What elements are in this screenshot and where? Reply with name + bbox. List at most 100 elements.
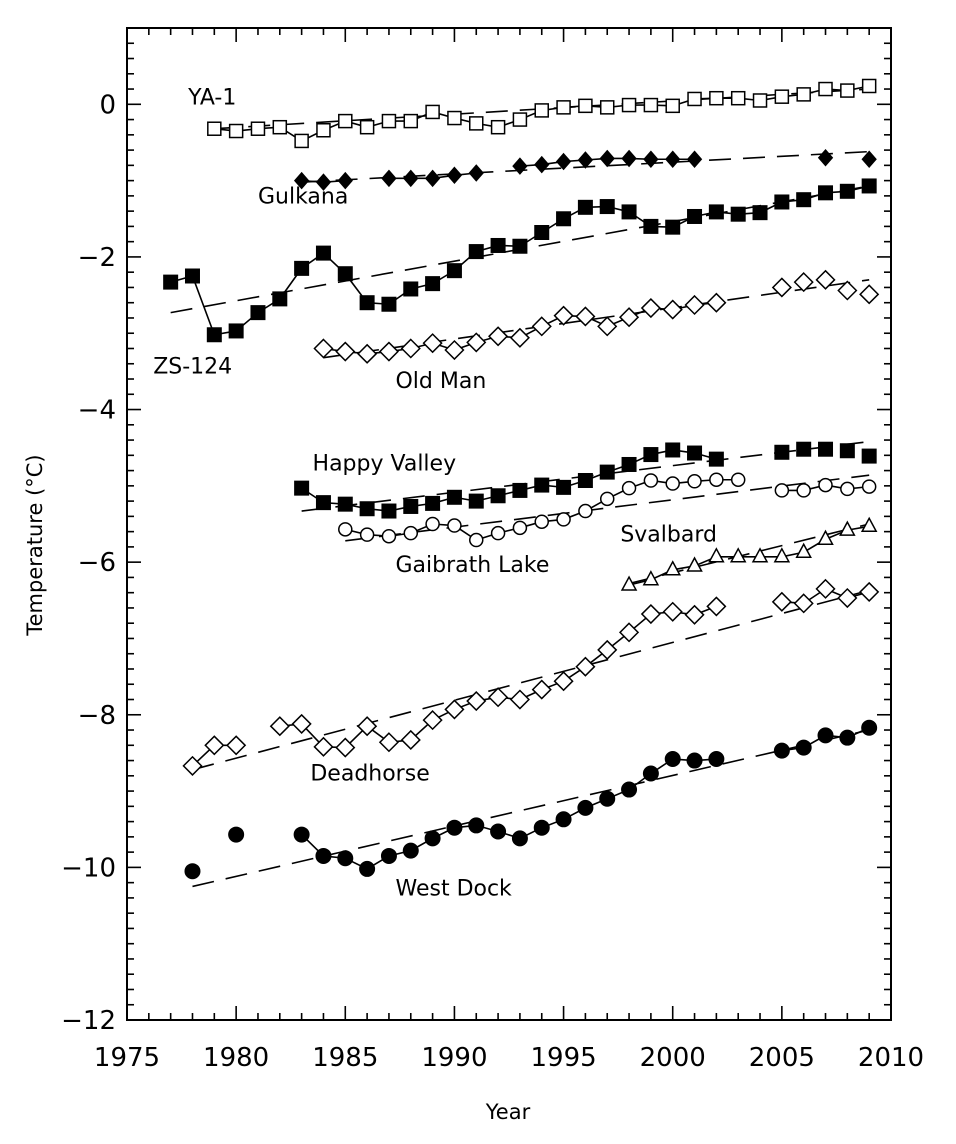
zs-124-marker bbox=[708, 204, 724, 220]
y-tick-label: −8 bbox=[78, 701, 116, 731]
gulkana-marker bbox=[577, 151, 594, 169]
y-tick-label: −12 bbox=[61, 1006, 116, 1036]
gaibrath-lake-marker bbox=[774, 483, 790, 498]
zs-124-marker bbox=[665, 219, 681, 235]
old-man-marker bbox=[575, 306, 596, 327]
zs-124-marker bbox=[359, 295, 375, 311]
west-dock-marker bbox=[621, 781, 638, 798]
old-man-marker bbox=[684, 294, 705, 316]
west-dock-marker bbox=[315, 847, 332, 864]
old-man-marker bbox=[662, 299, 683, 320]
gulkana-marker bbox=[337, 171, 353, 190]
gulkana-marker bbox=[599, 149, 615, 168]
happy-valley-marker bbox=[665, 442, 681, 458]
west-dock-marker bbox=[380, 847, 397, 864]
deadhorse-marker bbox=[771, 591, 792, 612]
deadhorse-trend-line bbox=[192, 589, 870, 771]
ya-1-marker bbox=[796, 87, 811, 102]
west-dock-marker bbox=[664, 751, 681, 768]
ya-1-marker bbox=[316, 123, 331, 138]
old-man-marker bbox=[488, 326, 509, 347]
y-tick-label: −6 bbox=[78, 548, 116, 578]
deadhorse-marker bbox=[313, 736, 334, 757]
gaibrath-lake-marker bbox=[469, 532, 484, 548]
old-man-marker bbox=[466, 332, 487, 353]
zs-124-marker bbox=[534, 225, 550, 241]
gulkana-marker bbox=[555, 152, 572, 171]
zs-124-marker bbox=[774, 194, 790, 210]
x-tick-label: 2005 bbox=[749, 1043, 815, 1073]
svalbard-marker bbox=[642, 570, 660, 586]
deadhorse-marker bbox=[815, 578, 836, 599]
gulkana-marker bbox=[446, 166, 463, 185]
zs-124-marker bbox=[228, 323, 244, 339]
zs-124-marker bbox=[577, 199, 593, 215]
plot-frame bbox=[126, 27, 892, 1021]
deadhorse-marker bbox=[335, 737, 356, 758]
ya-1-marker bbox=[665, 98, 680, 114]
svalbard-marker bbox=[686, 556, 703, 572]
deadhorse-marker bbox=[706, 596, 727, 617]
west-dock-marker bbox=[468, 817, 485, 834]
happy-valley-marker bbox=[556, 479, 572, 495]
west-dock-marker bbox=[817, 727, 834, 744]
gulkana-marker bbox=[424, 169, 441, 188]
old-man-marker bbox=[771, 277, 792, 298]
gulkana-marker bbox=[665, 150, 681, 169]
happy-valley-marker bbox=[687, 445, 703, 461]
gaibrath-lake-marker bbox=[359, 527, 375, 542]
gulkana-marker bbox=[534, 155, 550, 174]
gaibrath-lake-marker bbox=[818, 477, 833, 493]
old-man-marker bbox=[859, 284, 880, 305]
ya-1-marker bbox=[556, 100, 571, 115]
happy-valley-marker bbox=[708, 451, 724, 467]
gaibrath-lake-marker bbox=[338, 522, 353, 537]
deadhorse-marker bbox=[182, 755, 203, 776]
deadhorse-marker bbox=[575, 656, 596, 677]
ya-1-marker bbox=[730, 90, 746, 106]
happy-valley-marker bbox=[490, 488, 506, 504]
y-tick-label: −2 bbox=[78, 243, 116, 273]
gaibrath-lake-marker bbox=[840, 481, 855, 497]
west-dock-trend-line bbox=[192, 729, 870, 888]
y-axis-label: Temperature (°C) bbox=[23, 454, 47, 636]
deadhorse-marker bbox=[597, 639, 618, 660]
west-dock-marker bbox=[511, 830, 528, 847]
ya-1-marker bbox=[403, 113, 419, 129]
gulkana-marker bbox=[817, 148, 834, 167]
happy-valley-marker bbox=[468, 493, 484, 509]
west-dock-marker bbox=[577, 799, 594, 816]
ya-1-marker bbox=[578, 98, 593, 114]
west-dock-marker bbox=[642, 765, 659, 782]
happy-valley-marker bbox=[534, 477, 550, 493]
west-dock-marker bbox=[861, 719, 878, 736]
old-man-marker bbox=[335, 341, 356, 362]
deadhorse-marker bbox=[422, 710, 443, 731]
zs-124-marker bbox=[818, 185, 834, 201]
zs-124-marker bbox=[599, 199, 615, 215]
gaibrath-lake-marker bbox=[599, 491, 615, 507]
happy-valley-marker bbox=[796, 441, 812, 457]
deadhorse-marker bbox=[640, 603, 661, 625]
ya-1-marker bbox=[534, 103, 549, 118]
west-dock-marker bbox=[446, 819, 463, 836]
gaibrath-lake-marker bbox=[381, 528, 397, 544]
old-man-marker bbox=[313, 338, 334, 359]
ya-1-marker bbox=[250, 121, 266, 136]
series-label-ya-1: YA-1 bbox=[187, 85, 236, 110]
zs-124-marker bbox=[294, 260, 310, 276]
axes: 1975 1980 1985 1990 1995 2000 2005 2010 −12 −10 −8… bbox=[61, 27, 924, 1073]
old-man-marker bbox=[444, 339, 465, 361]
ya-1-marker bbox=[861, 78, 877, 94]
west-dock-marker bbox=[555, 811, 572, 828]
gulkana-marker bbox=[686, 150, 703, 169]
old-man-marker bbox=[378, 341, 400, 362]
gaibrath-lake-marker bbox=[796, 483, 811, 498]
gaibrath-lake-marker bbox=[578, 503, 593, 519]
deadhorse-marker bbox=[488, 687, 509, 708]
zs-124-marker bbox=[621, 204, 637, 220]
svalbard-marker bbox=[729, 547, 747, 563]
deadhorse-marker bbox=[226, 735, 247, 756]
ya-1-marker bbox=[228, 123, 244, 139]
zs-124-marker bbox=[250, 305, 266, 321]
